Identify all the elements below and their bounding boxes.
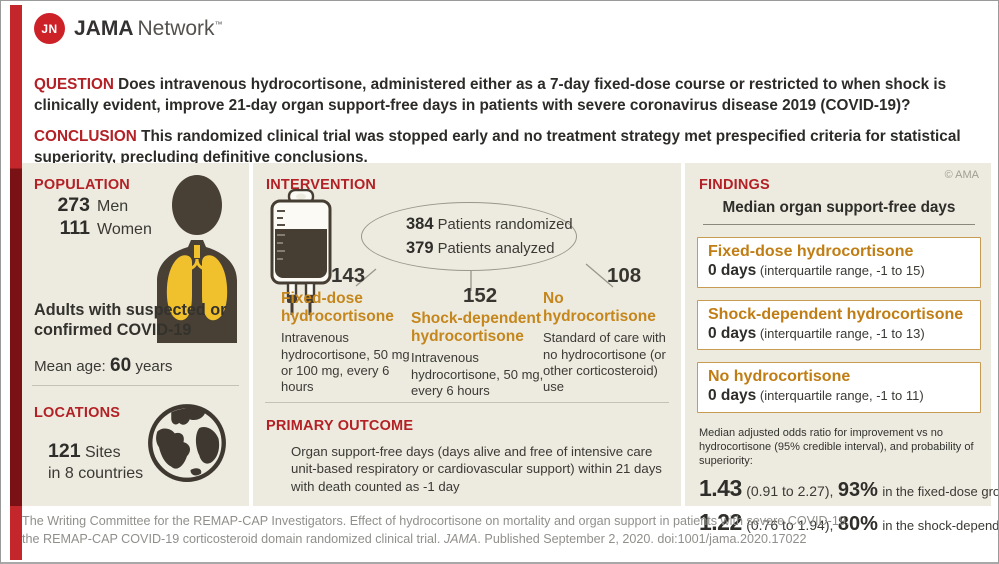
- conclusion-label: CONCLUSION: [34, 128, 137, 146]
- jn-logo-icon: JN: [34, 13, 65, 44]
- finding-range: (interquartile range, -1 to 15): [759, 263, 925, 279]
- left-accent-bar: [10, 5, 22, 560]
- citation-line2-post: . Published September 2, 2020. doi:1001/…: [477, 532, 807, 547]
- stat-ratio: 1.22: [699, 508, 742, 535]
- question-label: QUESTION: [34, 76, 114, 94]
- men-label: Men: [97, 198, 129, 215]
- stat-ci: (0.76 to 1.94),: [746, 516, 834, 533]
- question-paragraph: QUESTION Does intravenous hydrocortisone…: [34, 74, 972, 116]
- analyzed-label: Patients analyzed: [437, 240, 555, 257]
- conclusion-text: This randomized clinical trial was stopp…: [34, 128, 961, 167]
- finding-value-line: 0 days (interquartile range, -1 to 13): [708, 324, 970, 343]
- sites-summary: 121 Sites in 8 countries: [48, 439, 143, 485]
- men-count: 273: [57, 194, 90, 216]
- jama-network-logo: JN JAMA Network™: [34, 13, 223, 44]
- findings-body: Median organ support-free days Fixed-dos…: [697, 199, 998, 543]
- randomized-label: Patients randomized: [437, 216, 573, 233]
- mean-age: Mean age: 60 years: [34, 355, 173, 377]
- stat-shock-dependent: 1.22 (0.76 to 1.94), 80% in the shock-de…: [699, 508, 998, 536]
- conclusion-paragraph: CONCLUSION This randomized clinical tria…: [34, 126, 972, 168]
- citation-line2-pre: the REMAP-CAP COVID-19 corticosteroid do…: [22, 532, 444, 547]
- women-label: Women: [97, 221, 152, 238]
- finding-range: (interquartile range, -1 to 13): [759, 325, 925, 341]
- finding-name: No hydrocortisone: [708, 368, 851, 386]
- finding-value: 0 days: [708, 387, 757, 405]
- population-heading: POPULATION: [34, 177, 130, 193]
- stat-ratio: 1.43: [699, 474, 742, 501]
- intervention-divider: [265, 402, 669, 403]
- stat-probability: 93%: [837, 478, 878, 501]
- population-panel: POPULATION 273 Men 111 Women Adults with…: [22, 163, 249, 506]
- primary-outcome-heading: PRIMARY OUTCOME: [266, 418, 414, 434]
- sites-count: 121: [48, 440, 81, 462]
- finding-value-line: 0 days (interquartile range, -1 to 15): [708, 261, 970, 280]
- mean-age-label: Mean age:: [34, 358, 106, 375]
- finding-range: (interquartile range, -1 to 11): [759, 388, 924, 404]
- question-text: Does intravenous hydrocortisone, adminis…: [34, 76, 947, 115]
- sites-sub: in 8 countries: [48, 465, 144, 483]
- randomized-line: 384 Patients randomized: [406, 213, 576, 237]
- finding-name: Shock-dependent hydrocortisone: [708, 305, 964, 323]
- analyzed-line: 379 Patients analyzed: [406, 237, 576, 261]
- locations-heading: LOCATIONS: [34, 405, 121, 421]
- primary-outcome-text: Organ support-free days (days alive and …: [291, 444, 662, 494]
- person-with-lungs-icon: [157, 175, 237, 343]
- sites-label: Sites: [85, 444, 121, 461]
- group-fixed-dose: 143 Fixed-dose hydrocortisone Intravenou…: [281, 264, 413, 395]
- finding-box-fixed-dose: Fixed-dose hydrocortisone 0 days (interq…: [697, 237, 981, 288]
- finding-value-line: 0 days (interquartile range, -1 to 11): [708, 386, 970, 405]
- group-detail: Intravenous hydrocortisone, 50 mg, every…: [411, 350, 544, 398]
- findings-panel: © AMA FINDINGS Median organ support-free…: [685, 163, 998, 535]
- group-shock-dependent: 152 Shock-dependent hydrocortisone Intra…: [411, 284, 571, 399]
- brand-network: Network: [137, 16, 215, 40]
- finding-value: 0 days: [708, 262, 757, 280]
- randomized-count: 384: [406, 214, 434, 233]
- stat-group-label: in the shock-dependent group: [882, 517, 999, 533]
- sites-line: 121 Sites: [48, 439, 143, 464]
- citation: The Writing Committee for the REMAP-CAP …: [22, 512, 982, 549]
- citation-line2: the REMAP-CAP COVID-19 corticosteroid do…: [22, 532, 807, 546]
- citation-line1: The Writing Committee for the REMAP-CAP …: [22, 514, 850, 528]
- mean-age-unit: years: [135, 358, 173, 375]
- trademark-symbol: ™: [214, 19, 223, 29]
- group-name: No hydrocortisone: [543, 289, 656, 325]
- men-row: 273 Men: [48, 194, 152, 217]
- finding-name: Fixed-dose hydrocortisone: [708, 243, 914, 260]
- group-detail: Intravenous hydrocortisone, 50 mg or 100…: [281, 330, 410, 395]
- brand-name: JAMA Network™: [74, 17, 223, 41]
- stat-ci: (0.91 to 2.27),: [746, 482, 834, 499]
- finding-box-shock-dependent: Shock-dependent hydrocortisone 0 days (i…: [697, 299, 981, 351]
- group-detail: Standard of care with no hydrocortisone …: [543, 330, 666, 395]
- group-count: 143: [331, 264, 366, 287]
- population-description: Adults with suspected or confirmed COVID…: [34, 301, 227, 339]
- odds-ratio-note: Median adjusted odds ratio for improveme…: [699, 426, 974, 468]
- analyzed-count: 379: [406, 238, 434, 257]
- stat-probability: 80%: [837, 512, 878, 535]
- randomization-ellipse: 384 Patients randomized 379 Patients ana…: [361, 202, 577, 271]
- group-count: 152: [463, 284, 498, 307]
- finding-value: 0 days: [708, 324, 757, 342]
- women-count: 111: [59, 217, 90, 239]
- mean-age-value: 60: [110, 355, 132, 376]
- stat-group-label: in the fixed-dose group: [882, 483, 998, 499]
- sex-breakdown: 273 Men 111 Women: [48, 194, 152, 240]
- brand-jama: JAMA: [74, 16, 134, 40]
- group-count: 108: [607, 264, 642, 287]
- group-name: Shock-dependent hydrocortisone: [411, 309, 542, 345]
- women-row: 111 Women: [48, 217, 152, 240]
- copyright-ama: © AMA: [944, 169, 979, 181]
- citation-journal: JAMA: [443, 532, 478, 547]
- iv-bag-icon: [270, 189, 332, 315]
- stat-fixed-dose: 1.43 (0.91 to 2.27), 93% in the fixed-do…: [699, 474, 998, 502]
- intervention-panel: INTERVENTION 384 Patients randomized 379…: [253, 163, 681, 506]
- findings-heading: FINDINGS: [699, 177, 770, 193]
- group-no-hydrocortisone: 108 No hydrocortisone Standard of care w…: [543, 264, 679, 395]
- branch-connector-lines: [355, 263, 614, 291]
- group-name: Fixed-dose hydrocortisone: [281, 289, 394, 325]
- globe-icon: [148, 404, 226, 482]
- population-divider: [32, 385, 239, 386]
- finding-box-no-hydrocortisone: No hydrocortisone 0 days (interquartile …: [697, 362, 981, 413]
- findings-subtitle: Median organ support-free days: [703, 199, 975, 225]
